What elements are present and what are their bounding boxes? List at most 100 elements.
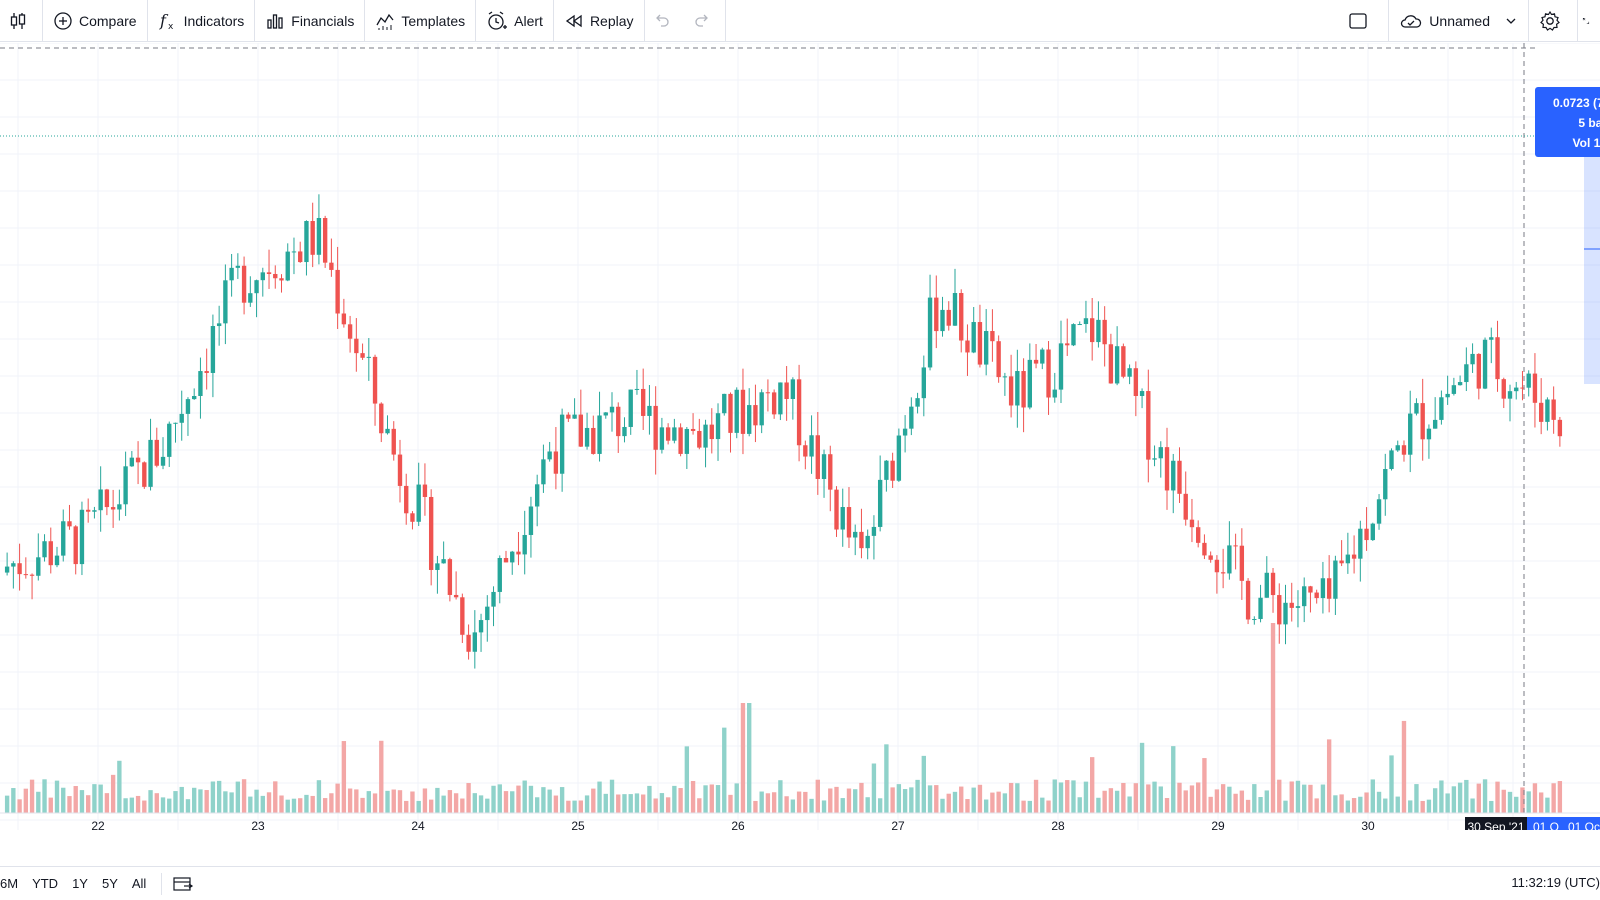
volume-bar <box>572 800 577 813</box>
volume-bar <box>23 788 29 813</box>
range-all[interactable]: All <box>131 876 147 891</box>
candle-body <box>522 534 527 555</box>
candle-body <box>223 280 228 324</box>
undo-button[interactable] <box>645 0 685 42</box>
range-ytd[interactable]: YTD <box>32 876 59 891</box>
candle-body <box>528 506 534 535</box>
candle-body <box>990 331 995 342</box>
candle-body <box>1214 559 1220 573</box>
candle-body <box>123 466 128 505</box>
candle-body <box>1245 580 1251 620</box>
volume-bar <box>404 800 409 813</box>
candle-body <box>1046 349 1051 398</box>
volume-bar <box>1102 790 1107 813</box>
tooltip-change: 0.0723 (7. <box>1552 96 1600 110</box>
candle-body <box>129 457 135 467</box>
volume-bar <box>809 798 814 813</box>
volume-bar <box>765 793 771 813</box>
candle-body <box>977 322 983 365</box>
volume-bar <box>1127 796 1132 813</box>
volume-bar <box>1208 796 1213 813</box>
candle-body <box>1339 560 1344 564</box>
time-axis-label: 22 <box>91 819 105 830</box>
candle-body <box>653 405 658 450</box>
range-6m[interactable]: 6M <box>0 876 19 891</box>
settings-button[interactable] <box>1529 0 1578 42</box>
candle-body <box>634 388 640 390</box>
volume-bar <box>447 790 453 813</box>
candle-body <box>915 398 920 407</box>
alert-button[interactable]: Alert <box>476 0 554 42</box>
volume-bar <box>61 787 66 813</box>
volume-bar <box>129 797 135 813</box>
candle-body <box>1420 403 1425 440</box>
redo-icon <box>694 14 708 27</box>
volume-bar <box>322 798 328 813</box>
candle-body <box>497 558 502 592</box>
templates-button[interactable]: Templates <box>365 0 477 42</box>
candle-body <box>1083 318 1089 325</box>
candle-body <box>154 439 159 466</box>
candle-body <box>665 427 671 441</box>
candle-body <box>1489 337 1494 340</box>
volume-bar <box>591 788 596 813</box>
candle-body <box>385 428 390 434</box>
candle-body <box>279 278 284 281</box>
candle-body <box>734 389 739 433</box>
chart-type-button[interactable] <box>0 0 43 42</box>
compare-button[interactable]: Compare <box>43 0 148 42</box>
layout-name-button[interactable]: Unnamed <box>1388 0 1529 42</box>
crosshair-date-label: 30 Sep '21 <box>1467 820 1524 830</box>
volume-bar <box>566 800 571 813</box>
candle-body <box>1102 319 1107 345</box>
candle-body <box>1283 602 1288 625</box>
expand-button[interactable] <box>1578 0 1600 42</box>
candle-body <box>472 632 478 652</box>
candle-body <box>148 439 153 487</box>
date-range-icon[interactable] <box>172 875 194 893</box>
candle-body <box>1052 389 1057 398</box>
redo-button[interactable] <box>685 0 726 42</box>
volume-bar <box>1302 784 1307 813</box>
volume-bar <box>79 790 85 813</box>
volume-bar <box>372 793 378 813</box>
volume-bar <box>1364 792 1369 813</box>
volume-bar <box>1457 782 1463 813</box>
volume-bar <box>1027 800 1033 813</box>
chart-pane[interactable]: 22 23 24 25 26 27 28 29 30 30 Sep '21 01 O 01 Oc 0.… <box>0 43 1600 830</box>
volume-bar <box>1108 788 1114 813</box>
volume-bar <box>86 795 91 813</box>
range-1y[interactable]: 1Y <box>72 876 88 891</box>
volume-bar <box>1258 797 1263 813</box>
price-chart[interactable]: 22 23 24 25 26 27 28 29 30 30 Sep '21 01 O 01 Oc <box>0 43 1600 830</box>
candle-body <box>715 413 721 440</box>
candle-body <box>241 265 247 303</box>
volume-bar <box>1526 791 1531 813</box>
volume-bar <box>316 780 322 813</box>
candle-body <box>1408 413 1413 455</box>
volume-bar <box>223 791 228 813</box>
volume-bar <box>366 791 371 813</box>
candle-body <box>453 594 459 598</box>
volume-bar <box>1308 784 1313 813</box>
candle-body <box>347 324 353 339</box>
volume-bar <box>1289 781 1294 813</box>
replay-button[interactable]: Replay <box>554 0 645 42</box>
volume-bar <box>1314 798 1319 813</box>
candle-body <box>1545 399 1550 422</box>
candle-body <box>466 634 471 652</box>
range-5y[interactable]: 5Y <box>101 876 118 891</box>
fullscreen-toggle-button[interactable] <box>1334 0 1388 42</box>
volume-bar <box>927 785 933 813</box>
utc-clock[interactable]: 11:32:19 (UTC) <box>1511 875 1600 890</box>
volume-bar <box>965 799 970 813</box>
time-axis-label: 28 <box>1051 819 1065 830</box>
candle-body <box>1557 419 1563 437</box>
volume-bar <box>1052 779 1057 813</box>
financials-button[interactable]: Financials <box>255 0 366 42</box>
candle-body <box>790 379 796 400</box>
volume-bar <box>597 781 602 813</box>
volume-bar <box>684 746 690 813</box>
templates-icon <box>376 13 394 30</box>
